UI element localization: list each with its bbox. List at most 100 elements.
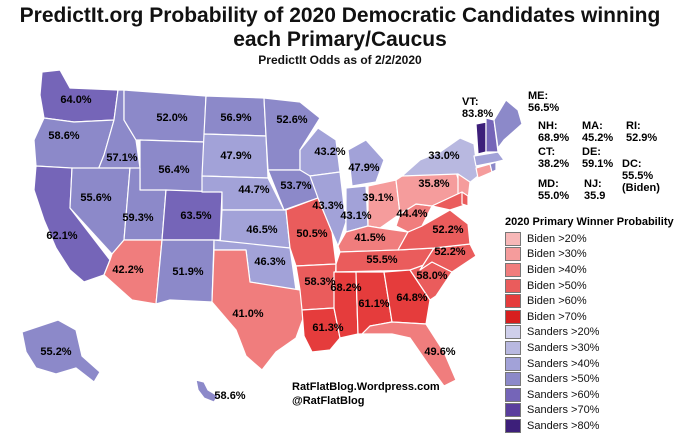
legend-swatch [505,247,521,262]
state-ma [473,151,505,167]
label-nm: 51.9% [172,266,204,278]
map-legend: 2020 Primary Winner Probability Biden >2… [505,216,677,434]
label-md-value: 55.0% [538,190,570,202]
state-ms [333,271,359,339]
label-ok: 46.3% [254,256,286,268]
label-vt: VT: 83.8% [462,96,493,120]
legend-swatch [505,372,521,387]
label-pa: 35.8% [418,178,450,190]
label-in: 43.1% [340,210,372,222]
legend-item: Biden >60% [505,293,677,309]
state-hi [195,379,219,403]
legend-item: Sanders >80% [505,418,677,434]
label-ia: 53.7% [280,180,312,192]
legend-item: Sanders >20% [505,325,677,341]
legend-item: Biden >30% [505,247,677,263]
label-ut: 59.3% [122,212,154,224]
label-wv: 44.4% [396,208,428,220]
label-nh-state: NH: [538,120,558,132]
legend-item: Sanders >50% [505,371,677,387]
label-mt: 52.0% [156,112,188,124]
legend-label: Biden >20% [527,232,587,245]
label-me: ME: 56.5% [528,90,559,114]
label-de-value: 59.1% [582,158,614,170]
label-va: 52.2% [432,224,464,236]
label-wi: 43.2% [314,146,346,158]
label-ma: MA: 45.2% [582,120,613,144]
label-ri: RI: 52.9% [626,120,657,144]
legend-item: Sanders >30% [505,340,677,356]
label-tn: 55.5% [366,254,398,266]
label-ma-value: 45.2% [582,132,614,144]
legend-swatch [505,278,521,293]
legend-label: Sanders >20% [527,326,600,339]
legend-swatch [505,294,521,309]
label-ak: 55.2% [40,346,72,358]
map-title-line-1: PredictIt.org Probability of 2020 Democr… [19,4,661,27]
credit-site: RatFlatBlog.Wordpress.com [292,381,440,393]
legend-item: Biden >20% [505,231,677,247]
legend-swatch [505,403,521,418]
label-co: 63.5% [180,210,212,222]
state-fl [361,321,457,387]
label-mn: 52.6% [276,114,308,126]
legend-label: Biden >40% [527,263,587,276]
label-ga: 64.8% [396,292,428,304]
state-vt [475,121,487,155]
label-nh-value: 68.9% [538,132,570,144]
label-ar: 58.3% [304,276,336,288]
legend-item: Biden >50% [505,278,677,294]
legend-swatch [505,262,521,277]
label-de: DE: 59.1% [582,146,613,170]
legend-swatch [505,418,521,433]
label-nj-value: 35.9 [584,190,606,202]
label-oh: 39.1% [362,192,394,204]
legend-label: Biden >70% [527,310,587,323]
label-dc: DC: 55.5% (Biden) [622,158,660,194]
state-nh [485,117,499,153]
credit-handle: @RatFlatBlog [292,395,365,407]
label-md: MD: 55.0% [538,178,569,202]
state-mi [347,139,385,187]
label-hi: 58.6% [214,390,246,402]
legend-label: Sanders >40% [527,357,600,370]
label-vt-value: 83.8% [462,108,494,120]
state-me [493,99,523,149]
legend-label: Sanders >80% [527,419,600,432]
label-ct: CT: 38.2% [538,146,569,170]
legend-swatch [505,231,521,246]
state-nm [155,239,215,305]
credit: RatFlatBlog.Wordpress.com @RatFlatBlog [292,380,440,408]
legend-item: Biden >40% [505,262,677,278]
label-me-value: 56.5% [528,102,560,114]
label-nd: 56.9% [220,112,252,124]
label-wy: 56.4% [158,164,190,176]
legend-swatch [505,356,521,371]
label-nc: 52.2% [434,246,466,258]
label-de-state: DE: [582,146,601,158]
label-or: 58.6% [48,130,80,142]
label-mo: 50.5% [296,228,328,240]
label-fl: 49.6% [424,346,456,358]
legend-rows: Biden >20% Biden >30% Biden >40% Biden >50%… [505,231,677,434]
legend-swatch [505,387,521,402]
label-il: 43.3% [312,200,344,212]
label-nj-state: NJ: [584,178,602,190]
label-ms: 68.2% [330,282,362,294]
legend-item: Sanders >60% [505,387,677,403]
label-sc: 58.0% [416,270,448,282]
legend-item: Sanders >70% [505,403,677,419]
legend-label: Sanders >50% [527,373,600,386]
state-tx [211,249,305,371]
label-dc-value: 55.5% [622,170,654,182]
legend-label: Sanders >60% [527,388,600,401]
label-id: 57.1% [106,152,138,164]
legend-title: 2020 Primary Winner Probability [505,216,674,228]
legend-label: Biden >60% [527,295,587,308]
label-ks: 46.5% [246,224,278,236]
label-tx: 41.0% [232,308,264,320]
label-ky: 41.5% [354,232,386,244]
legend-label: Biden >50% [527,279,587,292]
state-oh [367,179,401,229]
label-md-state: MD: [538,178,559,190]
